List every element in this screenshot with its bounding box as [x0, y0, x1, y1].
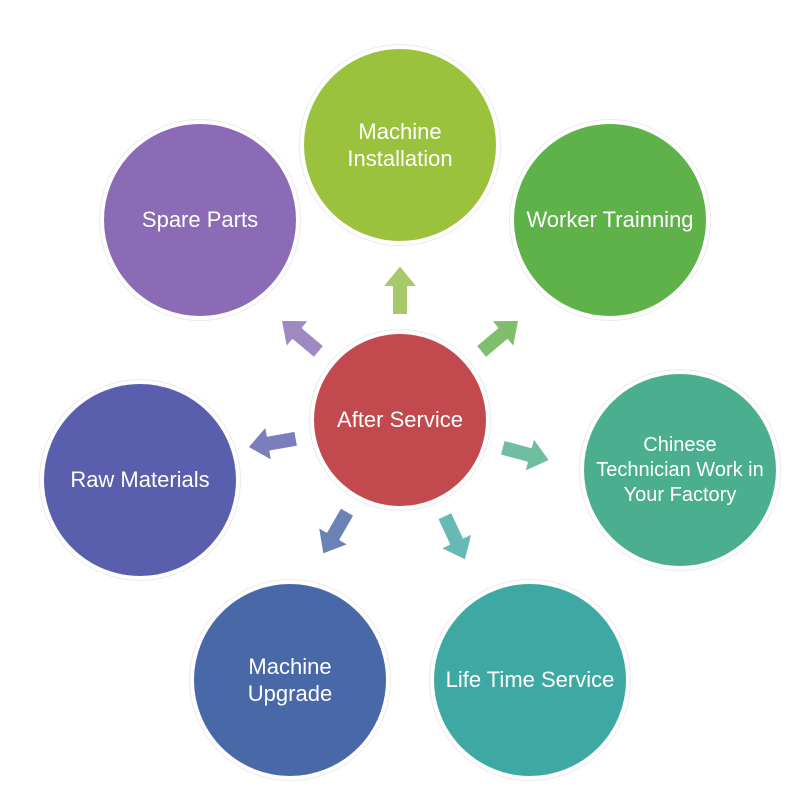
outer-node-spare-parts: Spare Parts	[100, 120, 300, 320]
outer-label: Machine Upgrade	[204, 653, 376, 708]
radial-diagram: After Service Machine Installation Worker…	[0, 0, 800, 800]
outer-label: Machine Installation	[314, 118, 486, 173]
outer-node-machine-upgrade: Machine Upgrade	[190, 580, 390, 780]
outer-node-worker-training: Worker Trainning	[510, 120, 710, 320]
arrow-worker-training	[468, 305, 532, 368]
center-label: After Service	[337, 406, 463, 434]
outer-label: Chinese Technician Work in Your Factory	[594, 433, 766, 508]
arrow-raw-materials	[244, 419, 300, 467]
arrow-chinese-technician	[496, 428, 555, 480]
arrow-machine-upgrade	[305, 501, 365, 564]
outer-node-raw-materials: Raw Materials	[40, 380, 240, 580]
outer-node-chinese-technician: Chinese Technician Work in Your Factory	[580, 370, 780, 570]
outer-label: Raw Materials	[70, 466, 209, 494]
arrow-spare-parts	[268, 305, 332, 368]
outer-node-machine-installation: Machine Installation	[300, 45, 500, 245]
outer-node-life-time-service: Life Time Service	[430, 580, 630, 780]
arrow-machine-installation	[380, 265, 420, 315]
outer-label: Worker Trainning	[526, 206, 693, 234]
center-node: After Service	[310, 330, 490, 510]
outer-label: Spare Parts	[142, 206, 258, 234]
arrow-life-time-service	[426, 507, 483, 569]
outer-label: Life Time Service	[446, 666, 615, 694]
